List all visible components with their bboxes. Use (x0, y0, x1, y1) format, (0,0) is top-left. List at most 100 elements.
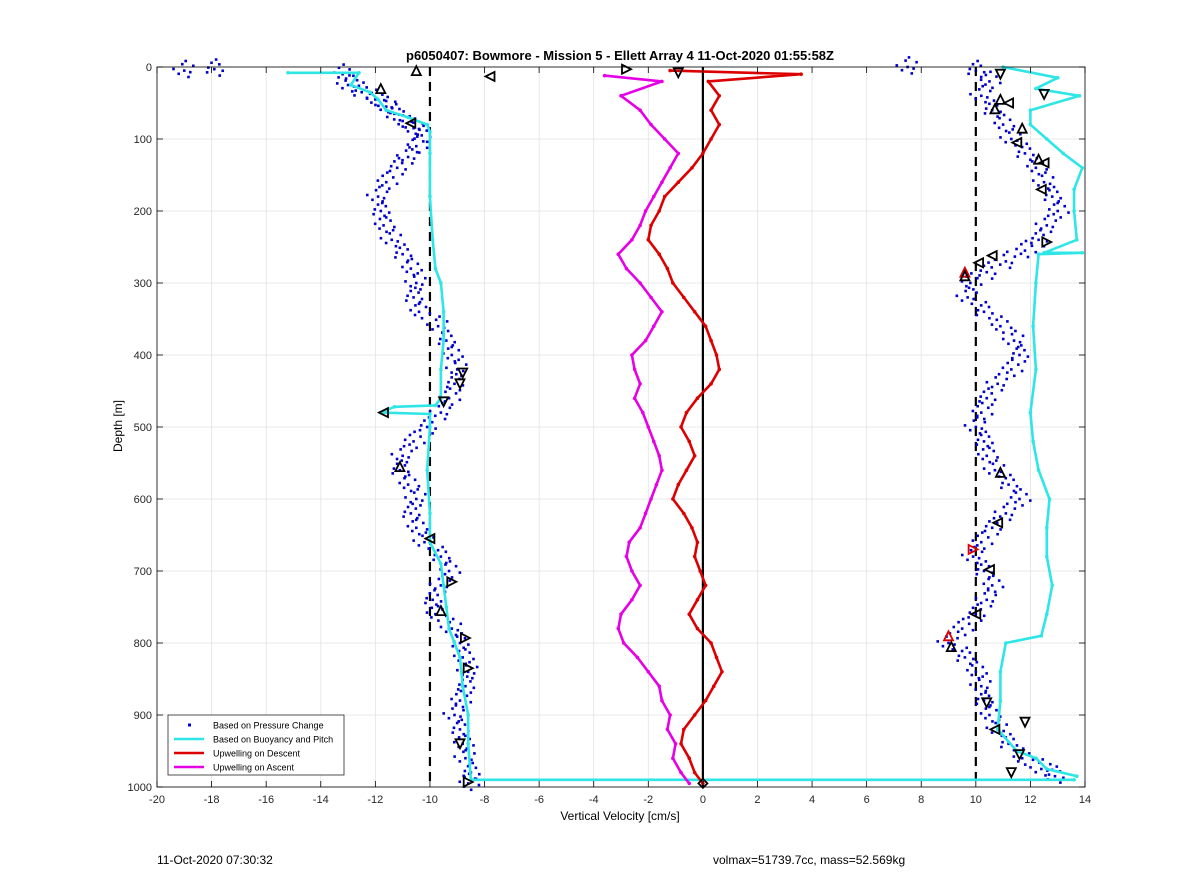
data-point (360, 90, 364, 94)
event-marker (404, 117, 417, 130)
data-point (404, 168, 407, 171)
data-point (464, 756, 467, 760)
data-point (984, 73, 988, 77)
data-point (986, 588, 990, 592)
data-point (184, 59, 187, 63)
data-point (984, 691, 987, 694)
data-point (376, 195, 380, 198)
data-point (668, 68, 672, 73)
data-point (450, 376, 454, 379)
event-marker (988, 102, 1001, 115)
event-marker (994, 92, 1007, 105)
data-point (988, 316, 991, 320)
y-tick-label: 1000 (128, 782, 152, 794)
data-point (1019, 252, 1023, 256)
data-point (462, 708, 465, 712)
y-tick-label: 300 (134, 278, 152, 290)
data-point (988, 576, 991, 579)
data-point (660, 180, 664, 184)
data-point (428, 312, 432, 315)
event-marker (1010, 136, 1023, 149)
y-tick-label: 500 (134, 422, 152, 434)
data-point (1000, 486, 1003, 490)
data-point (641, 410, 645, 415)
data-point (415, 135, 419, 138)
data-point (432, 558, 435, 562)
data-point (681, 727, 686, 732)
data-point (1002, 331, 1005, 334)
data-point (341, 86, 344, 90)
data-point (454, 633, 458, 637)
x-tick-label: -4 (589, 794, 599, 806)
data-point (1012, 339, 1016, 342)
data-point (991, 441, 994, 445)
data-point (679, 742, 683, 746)
x-tick-label: 12 (1024, 794, 1036, 806)
data-point (406, 130, 410, 133)
data-point (412, 491, 416, 494)
data-point (1045, 168, 1048, 171)
data-point (979, 692, 983, 696)
data-point (963, 424, 967, 427)
data-point (1039, 634, 1044, 638)
data-point (397, 156, 401, 160)
data-point (717, 367, 722, 372)
data-point (990, 392, 994, 395)
data-point (408, 146, 411, 149)
data-point (457, 720, 461, 723)
data-point (447, 396, 451, 400)
data-point (362, 81, 365, 84)
data-point (1051, 225, 1055, 229)
data-point (428, 582, 432, 586)
data-point (619, 612, 623, 616)
data-point (412, 273, 416, 277)
x-tick-label: -2 (643, 794, 653, 806)
data-point (970, 272, 973, 275)
x-tick-label: 4 (809, 794, 815, 806)
data-point (1042, 250, 1046, 255)
data-point (692, 713, 697, 717)
data-point (947, 641, 950, 645)
data-point (1013, 255, 1017, 258)
data-point (1000, 745, 1003, 749)
data-point (404, 126, 407, 129)
event-marker (446, 575, 459, 588)
data-point (638, 281, 642, 285)
data-point (172, 67, 175, 71)
data-point (455, 368, 459, 371)
data-point (427, 547, 430, 550)
data-point (1016, 155, 1020, 158)
data-point (462, 750, 465, 754)
data-point (411, 162, 414, 165)
data-point (422, 124, 425, 128)
data-point (414, 132, 418, 136)
event-marker (980, 697, 993, 710)
data-point (452, 641, 457, 645)
data-point (444, 550, 448, 554)
event-marker (958, 265, 971, 278)
data-point (960, 299, 964, 302)
data-point (437, 619, 440, 622)
data-point (995, 708, 998, 712)
data-point (1002, 505, 1006, 509)
data-point (709, 382, 713, 386)
data-point (414, 144, 418, 148)
event-marker (423, 532, 436, 545)
data-point (1042, 233, 1045, 237)
data-point (1063, 204, 1067, 208)
data-point (465, 694, 469, 698)
data-point (995, 75, 998, 78)
data-point (394, 102, 398, 106)
data-point (649, 295, 653, 300)
data-point (1044, 767, 1049, 771)
series-upwelling-on-descent (646, 68, 803, 786)
data-point (374, 188, 378, 192)
data-point (415, 150, 419, 154)
data-point (960, 627, 964, 630)
data-point (390, 106, 393, 109)
data-point (461, 384, 465, 387)
data-point (985, 598, 989, 602)
data-point (376, 203, 380, 206)
data-point (1019, 132, 1022, 136)
data-point (979, 78, 983, 82)
